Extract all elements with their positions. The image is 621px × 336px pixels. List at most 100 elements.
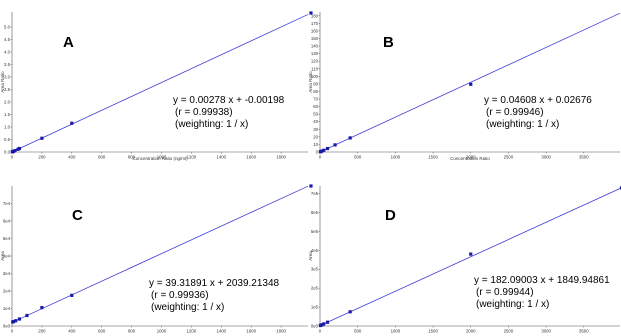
data-point [25, 313, 29, 318]
y-tick-label: 5.0 [4, 25, 11, 30]
x-tick-label: 1000 [391, 329, 401, 334]
y-axis-label: Area Ratio [308, 71, 313, 93]
data-point [325, 320, 330, 324]
y-tick-label: 0.0 [4, 150, 11, 155]
data-point [70, 121, 74, 125]
panel-label: C [72, 207, 83, 224]
y-tick-label: 4.0 [4, 50, 11, 55]
x-tick-label: 1200 [187, 329, 197, 334]
data-point [619, 186, 621, 190]
data-point [348, 136, 352, 140]
y-tick-label: 160 [311, 28, 319, 33]
y-tick-label: 120 [311, 59, 319, 64]
correlation-coefficient: (r = 0.99946) [486, 107, 544, 118]
chart-panel-c: 0e0 1e4 2e4 3e4 4e4 5e4 6e4 7e4 0 200 400 600 800 100… [0, 184, 313, 334]
data-point [40, 136, 44, 140]
x-tick-label: 1200 [187, 155, 197, 160]
y-tick-label: 3e4 [3, 271, 11, 276]
y-tick-label: 3.0 [4, 75, 11, 80]
y-tick-label: 6e4 [3, 219, 11, 224]
y-tick-label: 30 [313, 127, 318, 132]
panel-label: D [385, 207, 396, 224]
data-point [320, 323, 324, 327]
data-point [333, 143, 337, 147]
y-tick-label: 1.5 [4, 112, 11, 117]
y-tick-label: 60 [313, 104, 318, 109]
data-point [70, 293, 74, 297]
y-tick-label: 100 [311, 74, 319, 79]
weighting-note: (weighting: 1 / x) [151, 302, 224, 313]
regression-line [319, 12, 621, 153]
data-point [17, 146, 22, 151]
x-tick-label: 600 [98, 329, 106, 334]
regression-equation: y = 0.00278 x + -0.00198 [173, 95, 285, 106]
y-axis-label: Area [308, 251, 313, 261]
x-tick-label: 1000 [157, 329, 167, 334]
x-tick-label: 3000 [541, 155, 551, 160]
data-point [11, 320, 16, 324]
y-tick-label: 180 [311, 13, 319, 18]
y-tick-label: 5e5 [311, 229, 319, 234]
data-point [469, 252, 473, 256]
y-tick-label: 3e5 [311, 267, 319, 272]
x-tick-label: 400 [68, 329, 76, 334]
y-tick-label: 1e5 [311, 305, 319, 310]
data-point [320, 149, 324, 153]
x-tick-label: 1000 [391, 155, 401, 160]
y-tick-label: 7e5 [311, 191, 319, 196]
y-tick-label: 90 [313, 81, 318, 86]
y-tick-label: 3.5 [4, 62, 11, 67]
x-tick-label: 1600 [246, 155, 256, 160]
y-tick-label: 6e5 [311, 210, 319, 215]
y-tick-label: 4e5 [311, 248, 319, 253]
regression-equation: y = 0.04608 x + 0.02676 [484, 95, 592, 106]
regression-line [11, 185, 309, 323]
panel-label: B [383, 34, 394, 51]
y-tick-label: 2e5 [311, 286, 319, 291]
y-tick-label: 4.5 [4, 37, 11, 42]
x-tick-label: 1500 [428, 329, 438, 334]
correlation-coefficient: (r = 0.99938) [175, 107, 233, 118]
regression-line [11, 14, 309, 153]
x-tick-label: 3500 [579, 329, 589, 334]
y-tick-label: 2.5 [4, 87, 11, 92]
y-tick-label: 130 [311, 51, 319, 56]
correlation-coefficient: (r = 0.99944) [476, 287, 534, 298]
y-axis-label: Area [0, 251, 5, 261]
chart-panel-d: 0e0 1e5 2e5 3e5 4e5 5e5 6e5 7e5 0 500 1000 1500 2000… [308, 186, 621, 334]
x-tick-label: 500 [354, 329, 362, 334]
x-tick-label: 1600 [246, 329, 256, 334]
data-point [469, 82, 473, 86]
x-tick-label: 0 [319, 329, 322, 334]
y-tick-label: 170 [311, 21, 319, 26]
x-tick-label: 800 [128, 329, 136, 334]
regression-line [319, 188, 621, 327]
y-tick-label: 4e4 [3, 254, 11, 259]
x-tick-label: 0 [319, 155, 322, 160]
y-tick-label: 0e0 [3, 324, 11, 329]
x-tick-label: 3000 [541, 329, 551, 334]
x-tick-label: 2000 [466, 155, 476, 160]
data-point [322, 148, 326, 152]
data-point [325, 146, 330, 151]
y-tick-label: 110 [311, 66, 318, 71]
weighting-note: (weighting: 1 / x) [476, 299, 549, 310]
x-axis-label: Concentration Ratio (ng/ml) [132, 156, 188, 161]
data-point [17, 317, 22, 321]
y-tick-label: 10 [313, 142, 318, 147]
y-tick-label: 2e4 [3, 289, 11, 294]
y-tick-label: 50 [313, 112, 318, 117]
x-tick-label: 2500 [504, 329, 514, 334]
data-point [348, 310, 352, 314]
regression-equation: y = 39.31891 x + 2039.21348 [149, 278, 280, 289]
y-tick-label: 0.5 [4, 137, 11, 142]
data-point [40, 306, 44, 310]
chart-panel-b: 0 10 20 30 40 50 60 70 80 90 100 110 120 130 140 150 160… [308, 12, 621, 161]
x-tick-label: 500 [354, 155, 362, 160]
y-tick-label: 80 [313, 89, 318, 94]
x-tick-label: 1000 [157, 155, 167, 160]
x-axis-label: Concentration Ratio [450, 156, 490, 161]
y-tick-label: 0 [316, 150, 319, 155]
y-axis-label: Area Ratio [0, 71, 5, 93]
